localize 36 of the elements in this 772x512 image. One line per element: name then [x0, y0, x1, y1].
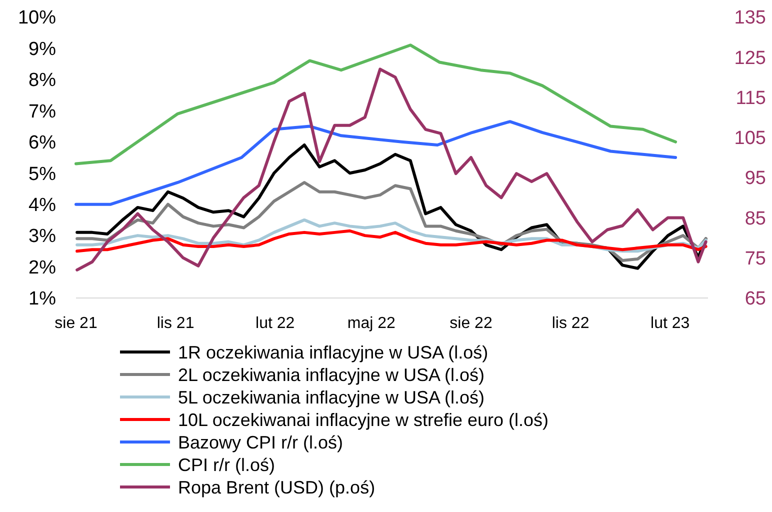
legend-label: Ropa Brent (USD) (p.oś): [178, 477, 376, 498]
x-tick-label: sie 22: [450, 315, 492, 332]
y2-tick-label: 135: [734, 8, 766, 29]
x-tick-label: lis 22: [552, 315, 590, 332]
y-tick-label: 7%: [28, 101, 56, 122]
y-tick-label: 8%: [28, 70, 56, 92]
x-tick-label: lis 21: [156, 315, 194, 332]
legend-label: 1R oczekiwania inflacyjne w USA (l.oś): [178, 342, 488, 362]
y-tick-label: 5%: [28, 164, 56, 185]
line-series: [74, 44, 678, 166]
legend-label: 2L oczekiwania inflacyjne w USA (l.oś): [178, 364, 484, 385]
y-tick-label: 4%: [28, 194, 56, 216]
line-series: [76, 229, 708, 253]
legend-label: Bazowy CPI r/r (l.oś): [178, 432, 344, 452]
y-tick-label: 6%: [28, 132, 56, 154]
x-tick-label: maj 22: [347, 315, 396, 332]
line-series: [74, 120, 678, 206]
x-tick-label: sie 21: [54, 315, 98, 332]
y2-tick-label: 95: [744, 168, 766, 190]
y2-tick-label: 85: [744, 208, 766, 230]
y2-tick-label: 65: [744, 288, 766, 310]
y2-tick-label: 115: [736, 88, 766, 109]
y-tick-label: 9%: [28, 38, 56, 60]
line-series: [76, 68, 708, 272]
y-tick-label: 1%: [28, 288, 56, 310]
y-tick-label: 10%: [18, 8, 56, 29]
x-tick-label: lut 22: [256, 315, 295, 332]
y2-tick-label: 75: [744, 248, 766, 270]
legend-label: CPI r/r (l.oś): [178, 454, 275, 475]
x-tick-label: lut 23: [650, 315, 690, 332]
legend-label: 10L oczekiwanai inflacyjne w strefie euro (l.oś): [178, 410, 549, 430]
legend-label: 5L oczekiwania inflacyjne w USA (l.oś): [178, 387, 484, 408]
y-tick-label: 3%: [28, 226, 56, 248]
y2-tick-label: 105: [734, 128, 766, 150]
y-tick-label: 2%: [28, 257, 56, 278]
y2-tick-label: 125: [734, 48, 766, 69]
